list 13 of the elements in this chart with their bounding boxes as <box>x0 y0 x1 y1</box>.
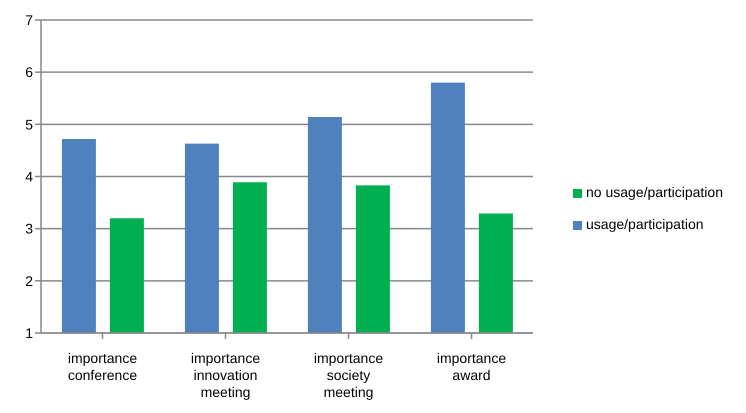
x-tick-label: importance award <box>436 350 506 383</box>
y-tick-label: 3 <box>25 220 34 237</box>
y-tick-label: 1 <box>25 324 34 341</box>
y-tick-label: 6 <box>25 64 34 80</box>
x-tick-label: importance society meeting <box>314 350 384 400</box>
legend-label: usage/participation <box>586 216 704 232</box>
legend-label: no usage/participation <box>586 184 723 200</box>
y-tick-label: 7 <box>25 12 34 28</box>
y-tick-label: 5 <box>25 116 34 132</box>
x-tick-label: importance innovation meeting <box>190 350 260 400</box>
y-tick-label: 2 <box>25 272 34 289</box>
x-tick-label: importance conference <box>68 350 138 383</box>
y-tick-label: 4 <box>25 168 34 184</box>
